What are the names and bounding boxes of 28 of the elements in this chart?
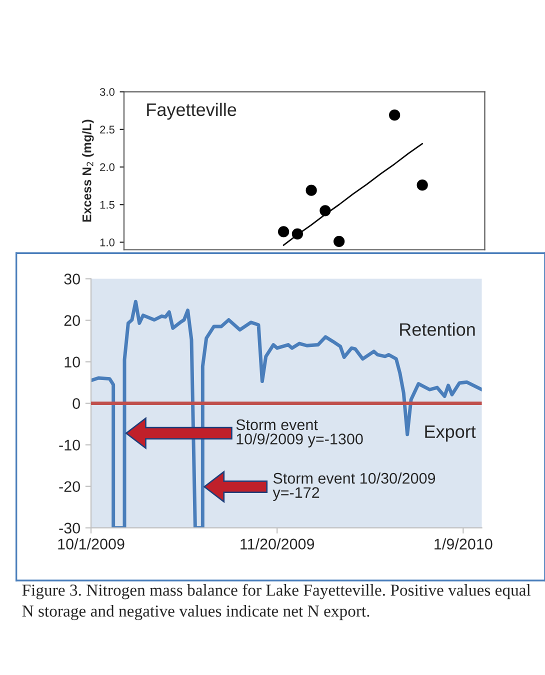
y-tick-label: 10: [64, 356, 80, 368]
y-tick-label: -20: [59, 481, 80, 492]
y-tick-label: -30: [59, 522, 80, 534]
y-tick-label: 1.5: [100, 201, 114, 209]
x-tick-label: 1/9/2010: [434, 538, 492, 550]
y-tick-label: 2.5: [100, 126, 114, 134]
annotation: Storm event 10/30/2009 y=-172: [272, 472, 436, 501]
point: [278, 226, 290, 238]
y-tick-label: 3.0: [100, 88, 115, 96]
y-tick-label: -10: [59, 440, 80, 451]
point: [416, 180, 428, 191]
annotation: Export: [425, 425, 476, 442]
y-tick-label: 30: [64, 274, 80, 284]
x-tick-label: 11/20/2009: [240, 538, 314, 550]
line-series: [282, 143, 424, 246]
annotation: Retention: [400, 322, 475, 336]
point: [334, 236, 345, 248]
y-tick-label: 1.0: [100, 238, 115, 246]
text: Fayetteville: [147, 102, 236, 120]
caption: Figure 3. Nitrogen mass balance for Lake Fayetteville. Positive values equal N storage and negative values indicate net N export.: [22, 584, 531, 620]
x-tick-label: 10/1/2009: [58, 538, 124, 550]
point: [389, 110, 400, 121]
y-tick-label: 2.0: [100, 163, 115, 172]
point: [306, 184, 317, 196]
y-tick-label: 0: [72, 398, 80, 409]
y-tick-label: 20: [64, 315, 80, 326]
y-axis-title: Excess N$_{2}$ (mg/L): [82, 120, 94, 222]
annotation: Storm event 10/9/2009 y=-1300: [236, 419, 363, 448]
